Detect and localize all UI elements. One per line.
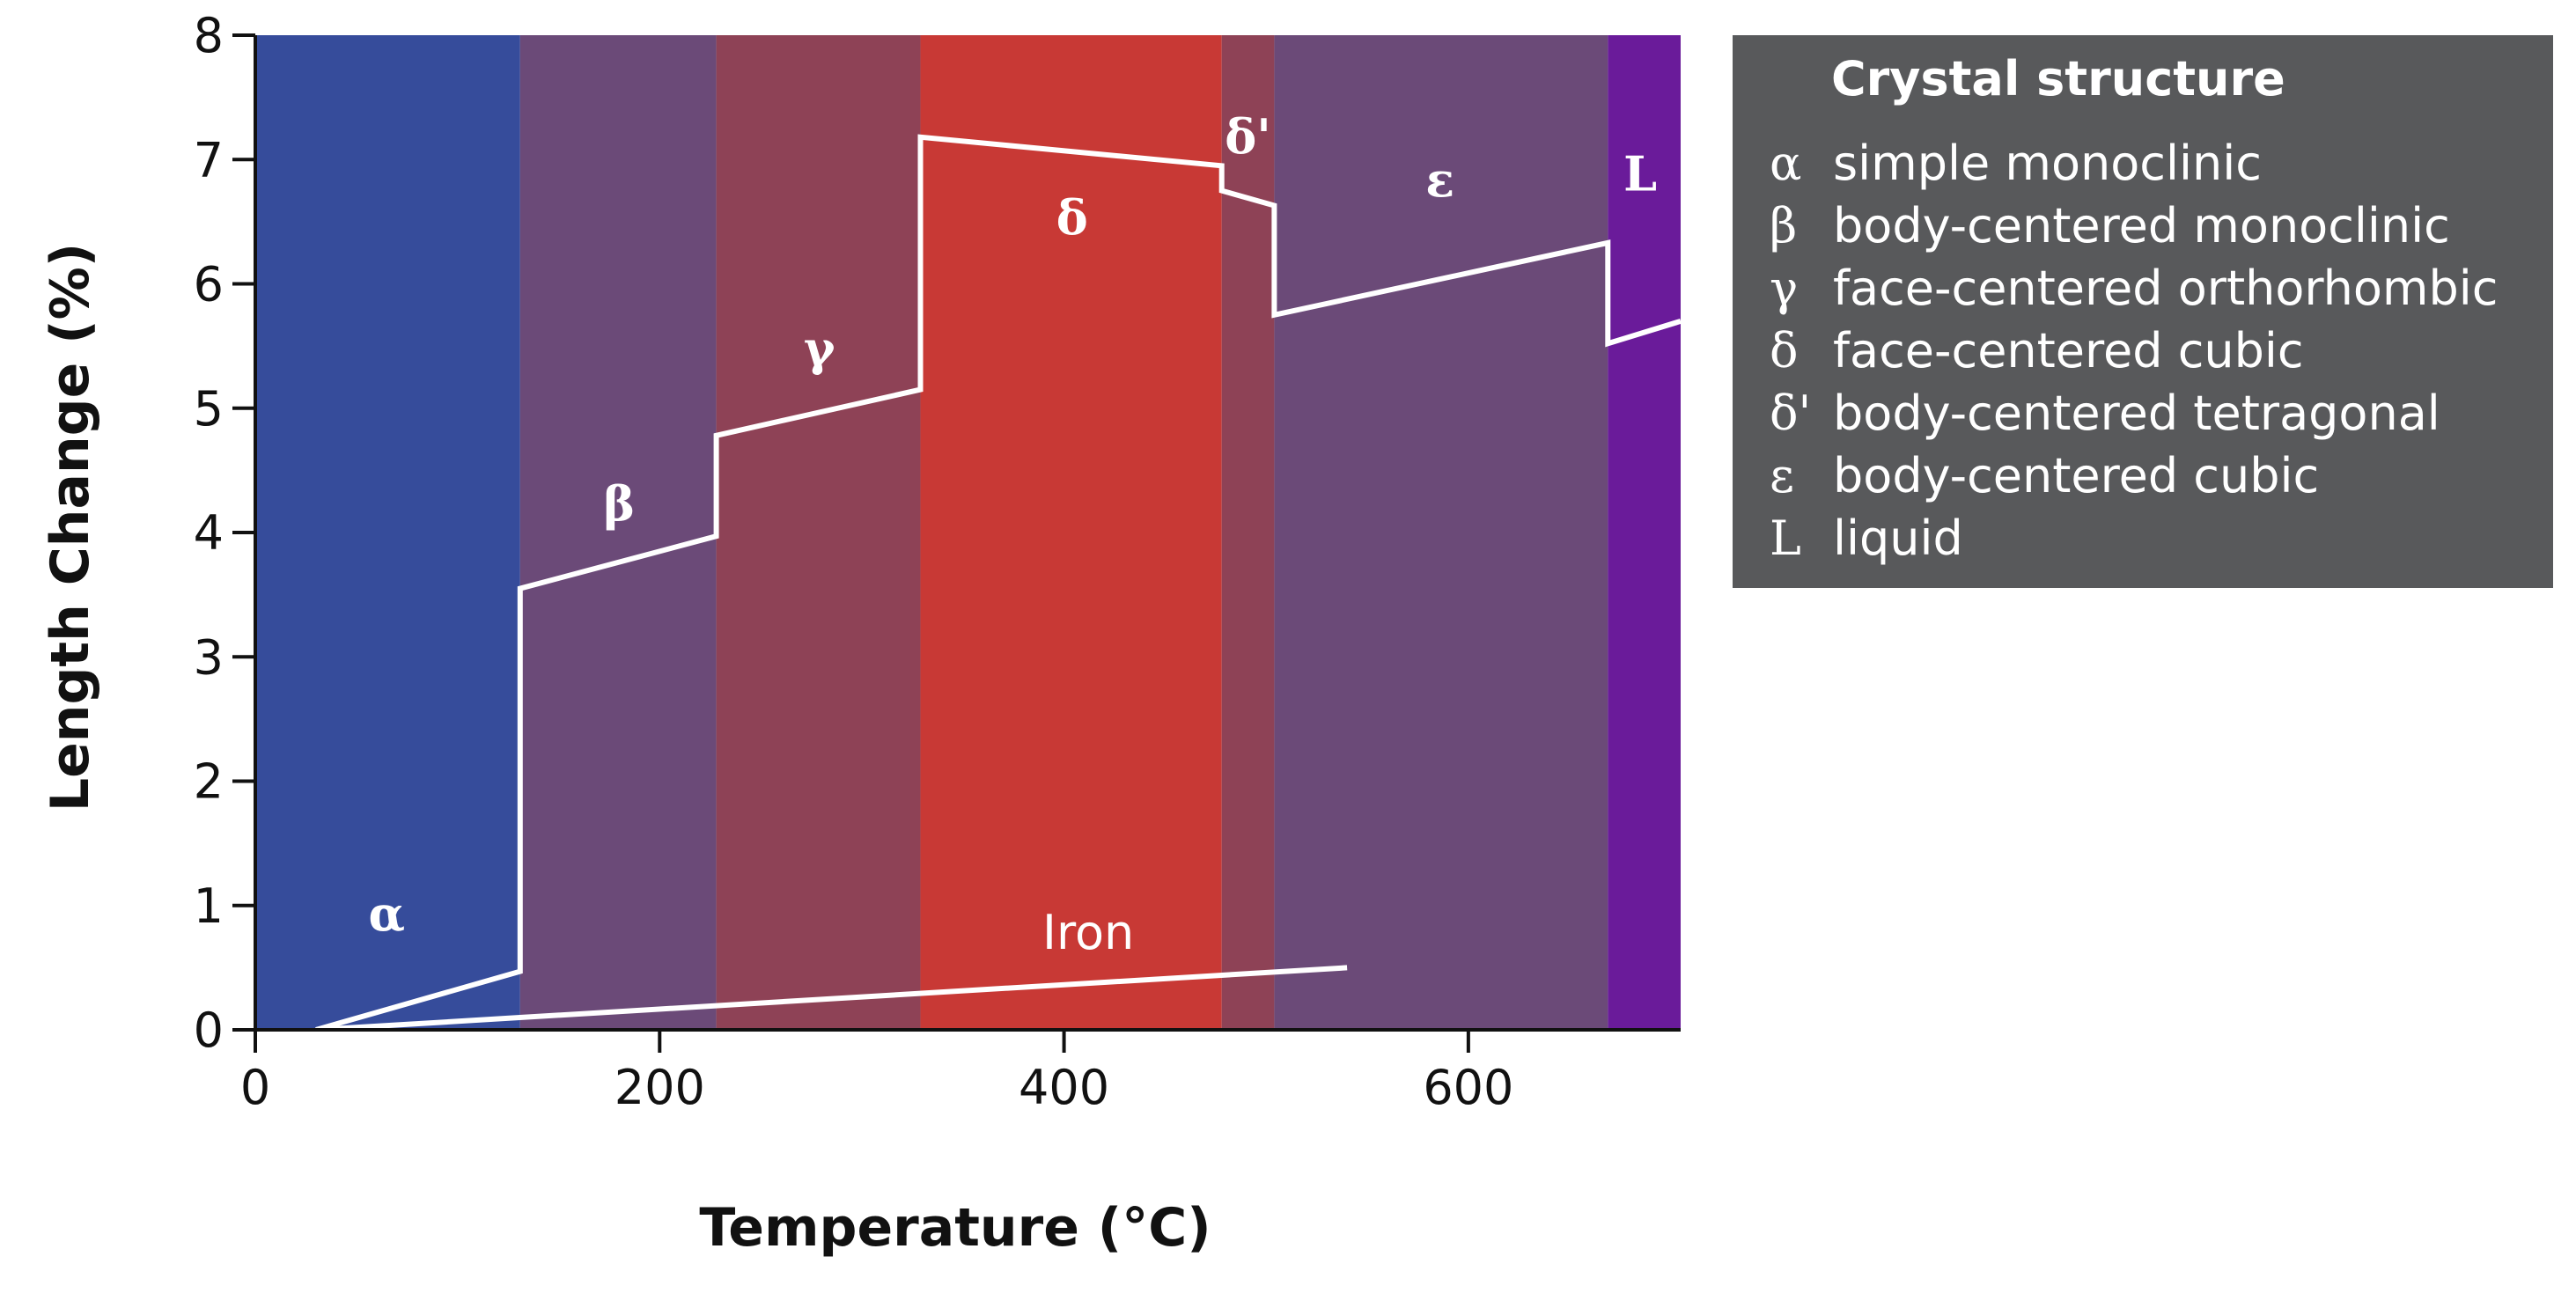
y-tick-label: 1 bbox=[194, 878, 224, 934]
legend-item: ε body-centered cubic bbox=[1770, 445, 2319, 507]
y-tick-label: 7 bbox=[194, 132, 224, 187]
legend-symbol: β bbox=[1770, 198, 1798, 253]
phase-band-2 bbox=[716, 35, 921, 1030]
y-tick-label: 0 bbox=[194, 1003, 224, 1058]
phase-bands bbox=[255, 35, 1681, 1030]
x-tick-label: 0 bbox=[240, 1060, 270, 1115]
y-tick-label: 2 bbox=[194, 754, 224, 810]
legend-item: β body-centered monoclinic bbox=[1770, 195, 2450, 257]
series-line-iron bbox=[315, 965, 1348, 1032]
legend-title: Crystal structure bbox=[1831, 51, 2285, 107]
phase-label-3: δ bbox=[1056, 189, 1088, 246]
y-tick-label: 8 bbox=[194, 8, 224, 63]
y-tick-label: 3 bbox=[194, 629, 224, 685]
legend-item: α simple monoclinic bbox=[1770, 133, 2262, 195]
y-tick-label: 6 bbox=[194, 257, 224, 312]
legend-description: body-centered tetragonal bbox=[1833, 386, 2440, 441]
series-line-plutonium bbox=[315, 134, 1682, 1032]
y-tick-label: 5 bbox=[194, 381, 224, 437]
phase-band-3 bbox=[920, 35, 1222, 1030]
legend: Crystal structure α simple monoclinic β bod… bbox=[1733, 35, 2553, 588]
phase-label-0: α bbox=[368, 885, 405, 942]
y-axis-title: Length Change (%) bbox=[40, 243, 101, 812]
legend-symbol: ε bbox=[1770, 448, 1794, 503]
legend-description: liquid bbox=[1833, 511, 1963, 566]
phase-band-5 bbox=[1274, 35, 1608, 1030]
phase-band-4 bbox=[1221, 35, 1275, 1030]
phase-band-1 bbox=[519, 35, 717, 1030]
phase-band-6 bbox=[1608, 35, 1681, 1030]
legend-item: δ face-centered cubic bbox=[1770, 320, 2304, 382]
x-tick-label: 200 bbox=[615, 1060, 705, 1115]
x-tick-label: 400 bbox=[1019, 1060, 1109, 1115]
x-axis-title: Temperature (°C) bbox=[699, 1197, 1211, 1259]
legend-item: δ' body-centered tetragonal bbox=[1770, 383, 2440, 444]
phase-label-4: δ' bbox=[1225, 108, 1271, 165]
phase-label-1: β bbox=[603, 475, 635, 532]
y-tick-label: 4 bbox=[194, 505, 224, 561]
legend-description: face-centered orthorhombic bbox=[1833, 261, 2499, 316]
legend-description: simple monoclinic bbox=[1833, 136, 2262, 191]
phase-label-5: ε bbox=[1425, 152, 1454, 209]
legend-symbol: γ bbox=[1770, 261, 1799, 316]
legend-symbol: α bbox=[1770, 136, 1802, 191]
phase-band-0 bbox=[255, 35, 520, 1030]
legend-item: γ face-centered orthorhombic bbox=[1770, 258, 2498, 320]
phase-labels: α β γ δ δ' ε L Iron bbox=[368, 108, 1657, 960]
phase-label-2: γ bbox=[804, 320, 835, 376]
series-label-iron: Iron bbox=[1042, 905, 1134, 960]
phase-label-6: L bbox=[1623, 146, 1657, 202]
legend-symbol: δ bbox=[1770, 323, 1799, 378]
legend-symbol: δ' bbox=[1770, 386, 1812, 441]
legend-description: body-centered cubic bbox=[1833, 448, 2320, 503]
data-lines bbox=[315, 134, 1682, 1032]
x-tick-label: 600 bbox=[1423, 1060, 1513, 1115]
legend-symbol: L bbox=[1770, 511, 1801, 566]
axes: 0 1 2 3 4 5 6 7 8 0 200 400 600 bbox=[194, 8, 1681, 1115]
legend-description: body-centered monoclinic bbox=[1833, 198, 2450, 253]
legend-description: face-centered cubic bbox=[1833, 323, 2304, 378]
